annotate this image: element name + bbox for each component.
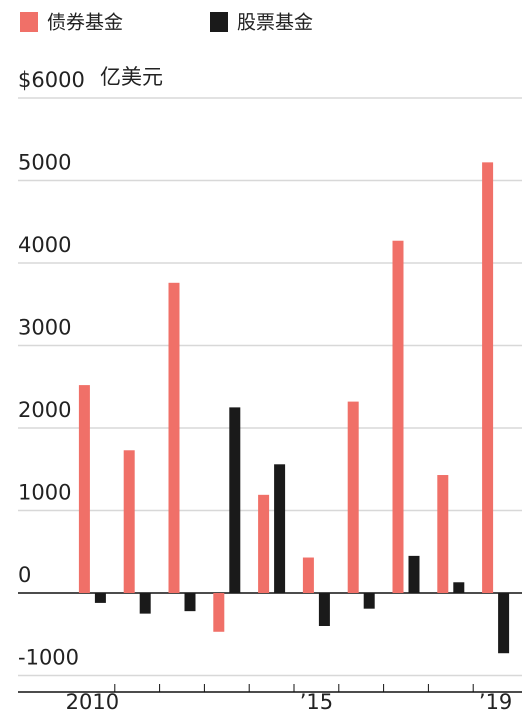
- legend-label: 股票基金: [237, 12, 313, 34]
- y-unit: 亿美元: [100, 65, 163, 89]
- x-tick-label: 2010: [66, 690, 119, 714]
- bar: [258, 494, 270, 593]
- bar: [318, 593, 330, 626]
- bar: [184, 593, 196, 612]
- bar: [347, 401, 359, 593]
- bar: [363, 593, 375, 609]
- x-tick-label: ’19: [479, 690, 512, 714]
- bar: [229, 407, 241, 593]
- y-tick-label: $6000: [18, 68, 85, 92]
- bar: [213, 593, 225, 632]
- y-tick-label: 1000: [18, 481, 71, 505]
- y-tick-label: 2000: [18, 398, 71, 422]
- y-tick-label: -1000: [18, 646, 79, 670]
- bar: [408, 555, 420, 593]
- bar: [123, 450, 135, 593]
- bar: [139, 593, 151, 614]
- legend-label: 债券基金: [47, 12, 123, 34]
- y-tick-label: 3000: [18, 316, 71, 340]
- bar: [498, 593, 510, 654]
- bar: [392, 240, 404, 593]
- y-tick-label: 4000: [18, 233, 71, 257]
- y-tick-label: 5000: [18, 151, 71, 175]
- bar: [168, 282, 180, 593]
- bar: [453, 582, 465, 593]
- legend-swatch: [210, 12, 228, 32]
- bar: [78, 385, 90, 593]
- x-tick-label: ’15: [300, 690, 333, 714]
- legend-swatch: [20, 12, 38, 32]
- bar: [274, 464, 286, 593]
- bar: [302, 557, 314, 593]
- bar: [94, 593, 106, 603]
- y-tick-label: 0: [18, 563, 31, 587]
- bar: [437, 475, 449, 593]
- bar: [482, 162, 494, 593]
